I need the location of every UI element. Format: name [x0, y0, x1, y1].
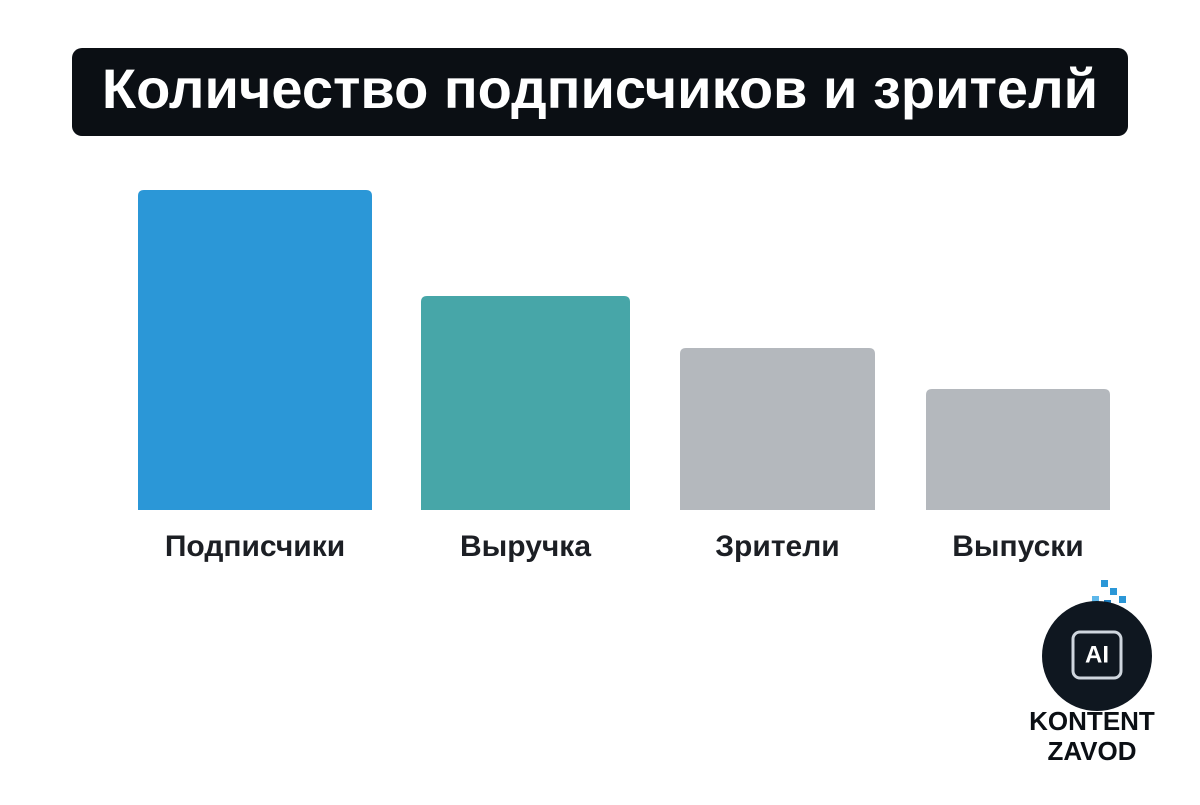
- logo-text: ZAVOD: [1047, 736, 1136, 766]
- x-tick-label: Зрители: [715, 530, 839, 563]
- x-tick-label: Подписчики: [165, 530, 345, 563]
- bar: [421, 296, 630, 510]
- logo-text: KONTENT: [1029, 706, 1155, 736]
- bar: [926, 389, 1110, 510]
- bar: [680, 348, 875, 510]
- logo-pixel: [1092, 596, 1099, 603]
- logo: AI KONTENT ZAVOD: [1029, 580, 1155, 766]
- logo-pixel: [1101, 580, 1108, 587]
- logo-chip: [1071, 630, 1123, 680]
- logo-circle: [1042, 601, 1152, 711]
- x-tick-label: Выручка: [460, 530, 591, 563]
- x-tick-label: Выпуски: [952, 530, 1083, 563]
- logo-pixel: [1110, 588, 1117, 595]
- logo-badge: AI: [1085, 641, 1109, 668]
- chart-title: Количество подписчиков и зрителй: [102, 57, 1098, 120]
- title-background: [72, 48, 1128, 136]
- bar: [138, 190, 372, 510]
- logo-pixel: [1119, 596, 1126, 603]
